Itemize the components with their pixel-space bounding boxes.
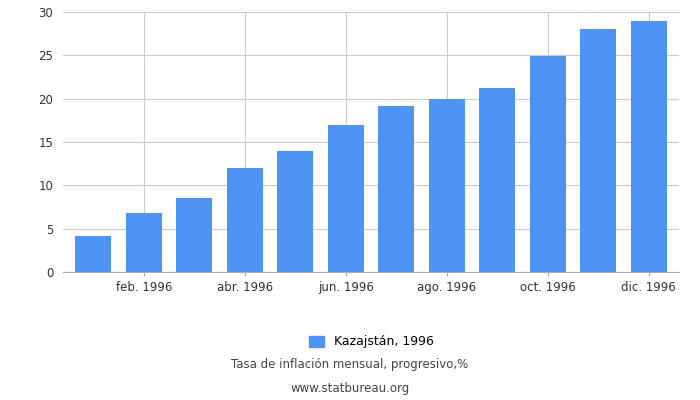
Bar bbox=[277, 151, 314, 272]
Bar bbox=[428, 99, 465, 272]
Bar bbox=[75, 236, 111, 272]
Bar bbox=[580, 29, 617, 272]
Bar bbox=[479, 88, 515, 272]
Bar bbox=[328, 125, 364, 272]
Legend: Kazajstán, 1996: Kazajstán, 1996 bbox=[309, 336, 433, 348]
Bar bbox=[631, 21, 667, 272]
Text: Tasa de inflación mensual, progresivo,%: Tasa de inflación mensual, progresivo,% bbox=[232, 358, 468, 371]
Bar bbox=[125, 213, 162, 272]
Bar bbox=[176, 198, 213, 272]
Bar bbox=[529, 56, 566, 272]
Text: www.statbureau.org: www.statbureau.org bbox=[290, 382, 410, 395]
Bar bbox=[378, 106, 414, 272]
Bar bbox=[227, 168, 263, 272]
